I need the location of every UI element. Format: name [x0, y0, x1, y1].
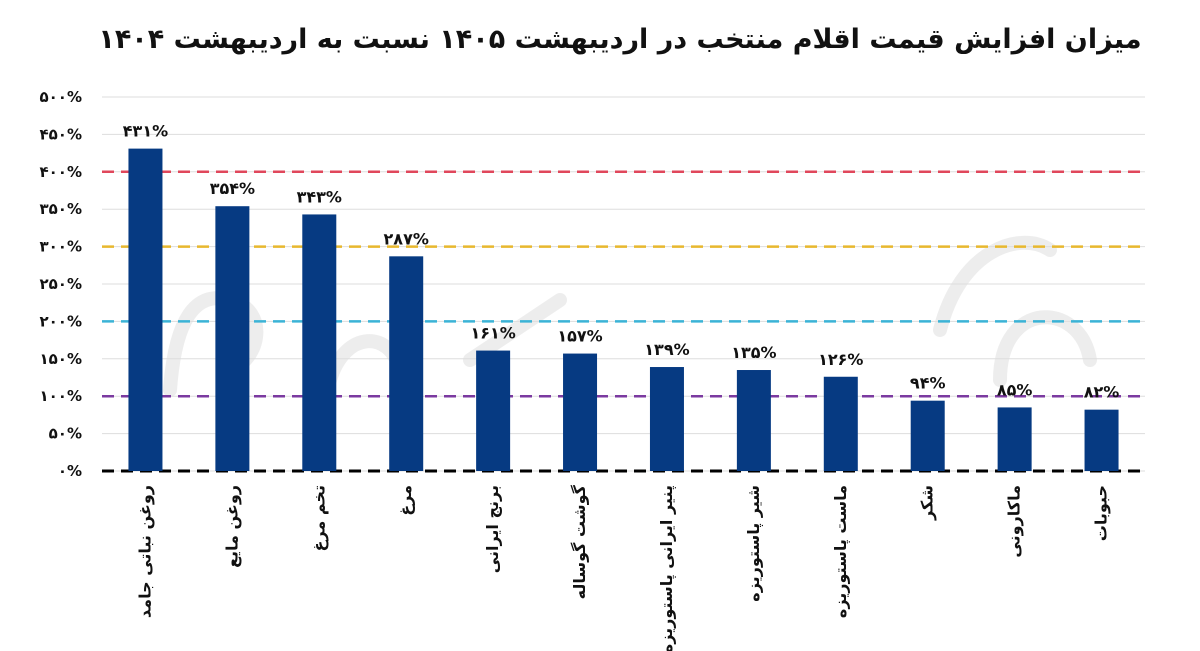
bars [128, 148, 1119, 471]
x-tick-label: روغن نباتی جامد [135, 485, 154, 618]
y-tick-label: ۳۵۰% [40, 200, 83, 218]
y-tick-label: ۳۰۰% [40, 238, 83, 256]
x-tick-label: گوشت گوساله [570, 484, 589, 599]
x-tick-label: برنج ایرانی [483, 485, 502, 573]
bar [389, 256, 424, 471]
bar [910, 400, 945, 471]
data-label: ۱۵۷% [557, 327, 602, 346]
data-label: ۸۵% [997, 380, 1033, 399]
bar [997, 407, 1032, 471]
y-tick-label: ۲۰۰% [40, 312, 83, 330]
data-label: ۱۶۱% [470, 324, 515, 343]
bar [476, 350, 511, 471]
x-tick-label: پنیر ایرانی پاستوریزه [657, 485, 677, 651]
y-tick-label: ۱۵۰% [40, 350, 83, 368]
x-tick-label: تخم مرغ [309, 485, 328, 551]
bar [823, 376, 858, 471]
reference-lines [102, 170, 1145, 473]
bar [128, 148, 163, 471]
bar [649, 367, 684, 471]
value-labels: ۴۳۱% ۳۵۴% ۳۴۳% ۲۸۷% ۱۶۱% ۱۵۷% ۱۳۹% ۱۳۵% ۱۲۶% ۹۴% ۸… [123, 122, 1120, 402]
data-label: ۲۸۷% [384, 229, 429, 248]
data-label: ۱۲۶% [818, 350, 863, 369]
x-tick-label: ماست پاستوریزه [831, 485, 851, 618]
data-label: ۴۳۱% [123, 122, 168, 141]
y-tick-label: ۵۰% [49, 425, 82, 443]
x-tick-label: شکر [918, 485, 937, 521]
data-label: ۱۳۹% [644, 340, 689, 359]
x-tick-label: ماکارونی [1005, 485, 1024, 558]
x-tick-label: حبوبات [1092, 485, 1111, 541]
y-tick-label: ۵۰۰% [40, 88, 83, 106]
y-tick-label: ۱۰۰% [40, 387, 83, 405]
chart-title: میزان افزایش قیمت اقلام منتخب در اردیبهش… [98, 24, 1141, 55]
data-label: ۹۴% [910, 374, 946, 393]
data-label: ۳۵۴% [210, 179, 255, 198]
bar [215, 206, 250, 471]
y-tick-label: ۴۵۰% [40, 125, 83, 143]
bar [736, 370, 771, 471]
x-tick-label: شیر پاستوریزه [744, 485, 764, 602]
bar [563, 353, 598, 471]
data-label: ۸۲% [1084, 383, 1120, 402]
data-label: ۱۳۵% [731, 343, 776, 362]
grid-lines [102, 96, 1145, 472]
y-tick-label: ۰% [58, 462, 82, 480]
bar [302, 214, 337, 471]
y-tick-label: ۲۵۰% [40, 275, 83, 293]
y-tick-label: ۴۰۰% [40, 163, 83, 181]
y-axis-ticks: ۰% ۵۰% ۱۰۰% ۱۵۰% ۲۰۰% ۲۵۰% ۳۰۰% ۳۵۰% ۴۰۰% ۴۵۰% ۵۰۰… [40, 88, 83, 480]
data-label: ۳۴۳% [297, 187, 342, 206]
x-axis-labels: روغن نباتی جامد روغن مایع تخم مرغ مرغ برنج ا… [135, 484, 1110, 651]
x-tick-label: مرغ [396, 485, 415, 516]
x-tick-label: روغن مایع [222, 485, 241, 568]
bar [1084, 409, 1119, 471]
